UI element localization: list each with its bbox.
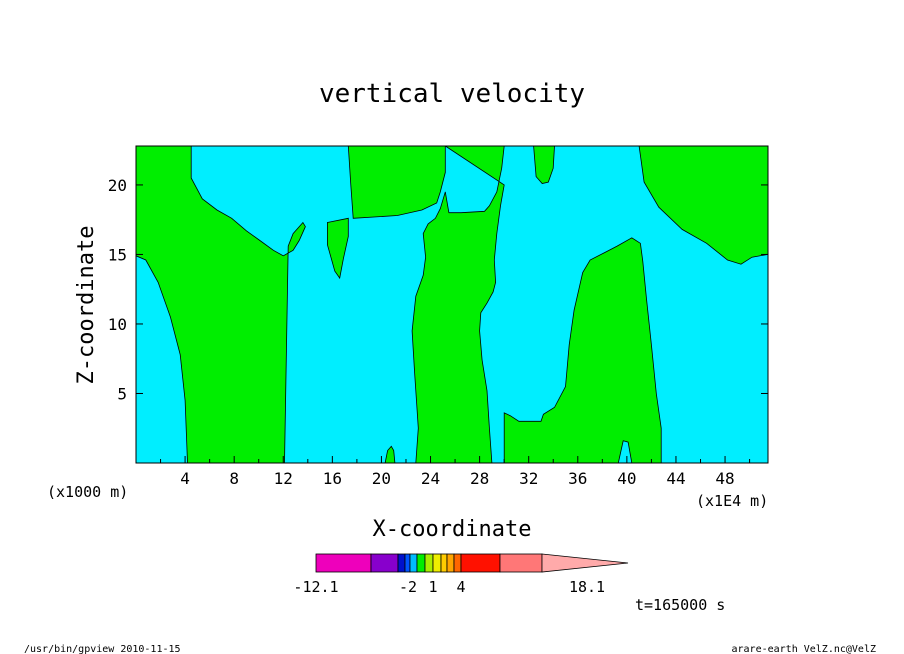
contour-region-2 [326, 217, 349, 280]
y-tick-label: 10 [108, 315, 127, 334]
colorbar-segment [440, 553, 448, 573]
colorbar-segment [453, 553, 462, 573]
x-tick-label: 40 [617, 469, 636, 488]
x-tick-label: 8 [229, 469, 239, 488]
time-label: t=165000 s [635, 596, 725, 614]
x-tick-label: 44 [666, 469, 685, 488]
y-tick-label: 5 [117, 384, 127, 403]
y-tick-label: 15 [108, 245, 127, 264]
colorbar-label-neg2: -2 [399, 578, 417, 596]
x-tick-label: 32 [519, 469, 538, 488]
colorbar-min-label: -12.1 [293, 578, 338, 596]
contour-regions [135, 145, 769, 464]
colorbar [315, 553, 629, 573]
colorbar-segment [409, 553, 418, 573]
footer-right: arare-earth_VelZ.nc@VelZ [732, 644, 877, 654]
colorbar-max-label: 18.1 [569, 578, 605, 596]
colorbar-segment [460, 553, 501, 573]
y-axis-ticks: 5 10 15 20 [108, 176, 768, 403]
colorbar-label-1: 1 [428, 578, 437, 596]
colorbar-segment [315, 553, 372, 573]
x-unit-left: (x1000 m) [47, 483, 128, 501]
x-unit-right: (x1E4 m) [696, 492, 768, 510]
x-tick-label: 20 [372, 469, 391, 488]
x-tick-label: 4 [180, 469, 190, 488]
colorbar-label-4: 4 [456, 578, 465, 596]
plot-frame [135, 145, 769, 464]
colorbar-segment [432, 553, 442, 573]
x-tick-label: 28 [470, 469, 489, 488]
colorbar-segment [424, 553, 434, 573]
contour-region-4 [411, 145, 505, 464]
colorbar-segment [499, 553, 543, 573]
colorbar-segment [397, 553, 406, 573]
colorbar-arrow [541, 553, 629, 573]
contour-region-1 [135, 145, 306, 464]
x-tick-label: 24 [421, 469, 440, 488]
chart-title: vertical velocity [319, 79, 585, 109]
contour-region-3 [347, 145, 446, 219]
x-axis-label: X-coordinate [373, 517, 532, 542]
x-tick-label: 12 [274, 469, 293, 488]
y-tick-label: 20 [108, 176, 127, 195]
footer-left: /usr/bin/gpview 2010-11-15 [24, 644, 181, 654]
x-tick-label: 36 [568, 469, 587, 488]
colorbar-segment [446, 553, 455, 573]
x-tick-label: 48 [715, 469, 734, 488]
colorbar-segment [416, 553, 426, 573]
y-axis-label: Z-coordinate [74, 226, 99, 385]
colorbar-segment [404, 553, 411, 573]
colorbar-segment [370, 553, 399, 573]
x-tick-label: 16 [323, 469, 342, 488]
x-axis-ticks: 4 8 12 16 20 24 28 32 36 40 44 48 [160, 456, 751, 488]
